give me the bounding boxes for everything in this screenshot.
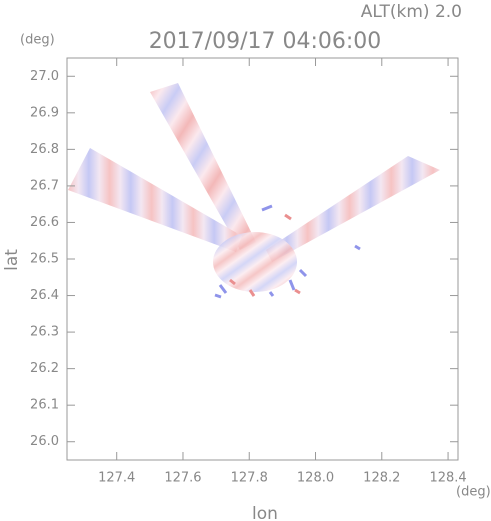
x-tick-label: 127.8 [231,471,268,486]
x-axis-title: lon [252,504,278,521]
x-unit: (deg) [456,485,491,500]
y-tick-label: 26.7 [30,178,59,193]
y-tick-label: 26.1 [30,398,59,413]
y-unit: (deg) [20,33,55,48]
y-tick-label: 26.6 [30,215,59,230]
x-tick-label: 128.4 [429,471,466,486]
y-tick-label: 26.0 [30,434,59,449]
y-tick-label: 26.5 [30,252,59,267]
radar-clutter [229,213,301,297]
radar-sector [68,148,242,252]
y-tick-label: 27.0 [30,69,59,84]
radar-sector [150,83,256,250]
chart-title: 2017/09/17 04:06:00 [149,29,382,54]
y-tick-label: 26.4 [30,288,59,303]
y-axis-title: lat [2,249,22,271]
x-tick-label: 127.6 [164,471,201,486]
radar-field [68,83,440,299]
y-tick-label: 26.2 [30,361,59,376]
x-tick-label: 127.4 [98,471,135,486]
x-tick-label: 128.2 [363,471,400,486]
radar-clutter [214,204,361,299]
y-tick-label: 26.9 [30,105,59,120]
x-tick-label: 128.0 [297,471,334,486]
altitude-label: ALT(km) 2.0 [361,2,462,22]
radar-clutter [213,232,297,292]
y-tick-label: 26.8 [30,142,59,157]
y-tick-label: 26.3 [30,325,59,340]
radar-sector [266,156,440,262]
